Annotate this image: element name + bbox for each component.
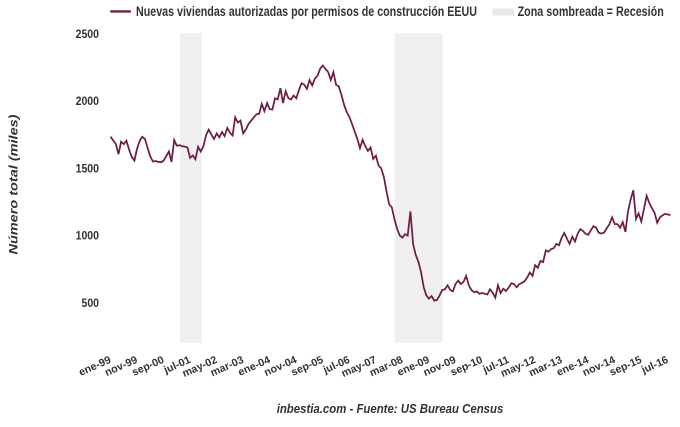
- svg-text:Zona sombreada = Recesión: Zona sombreada = Recesión: [518, 4, 664, 19]
- svg-text:1000: 1000: [76, 229, 100, 243]
- svg-text:2500: 2500: [76, 27, 100, 41]
- svg-text:500: 500: [82, 296, 100, 310]
- svg-text:Número total (miles): Número total (miles): [7, 114, 21, 254]
- svg-text:Nuevas viviendas autorizadas p: Nuevas viviendas autorizadas por permiso…: [136, 4, 477, 19]
- svg-text:1500: 1500: [76, 161, 100, 175]
- svg-text:2000: 2000: [76, 94, 100, 108]
- svg-text:inbestia.com - Fuente: US Bure: inbestia.com - Fuente: US Bureau Census: [277, 401, 504, 416]
